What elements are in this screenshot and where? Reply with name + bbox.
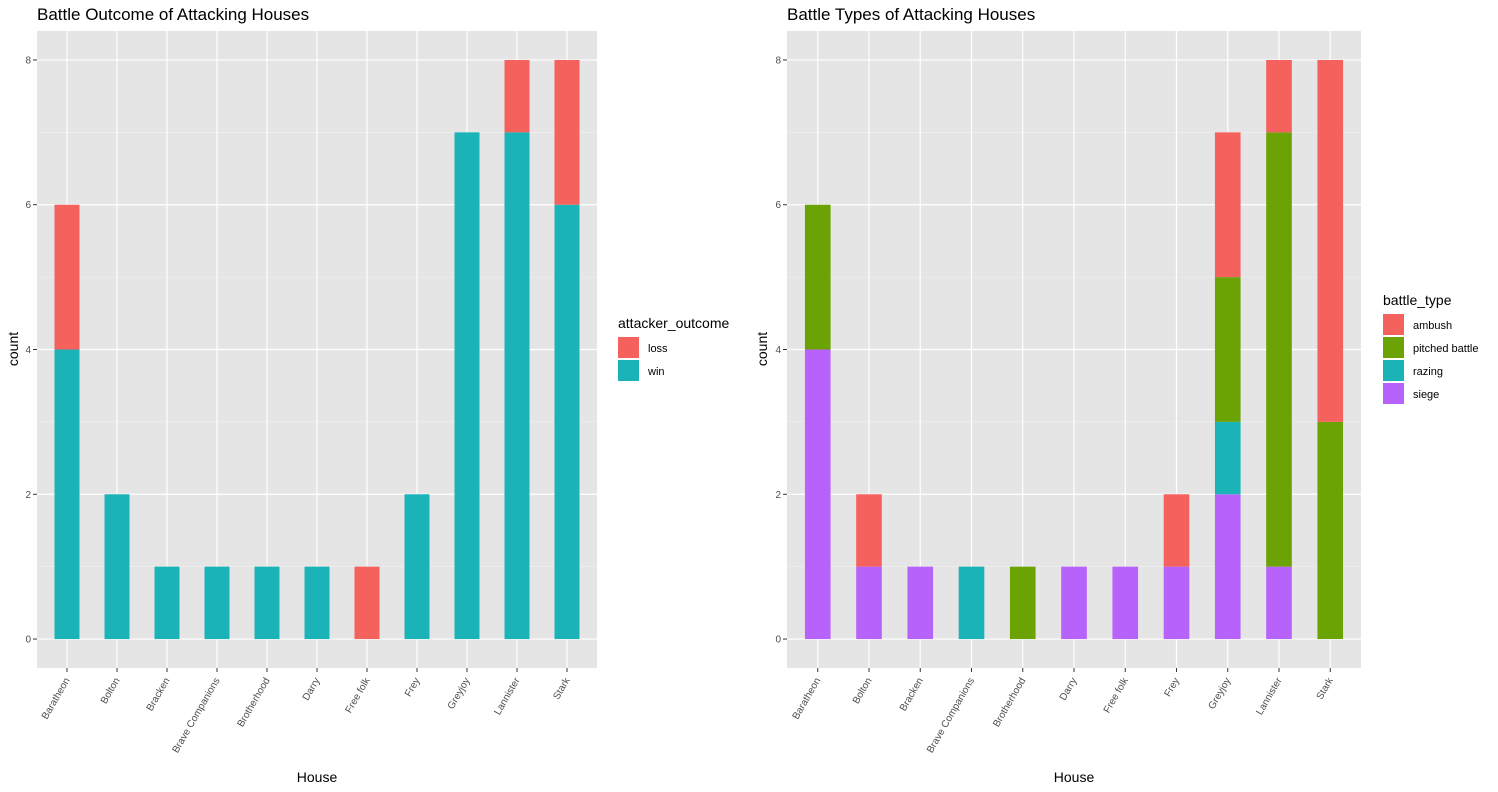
x-tick-label: Lannister <box>493 675 523 717</box>
legend: battle_type ambush pitched battle razing si… <box>1383 292 1478 404</box>
battle-outcome-chart: Battle Outcome of Attacking Houses 0 2 4 6 8… <box>5 5 729 785</box>
y-tick-label: 4 <box>775 345 781 356</box>
battle-types-chart: Battle Types of Attacking Houses 0 2 4 6 8 B… <box>754 5 1478 785</box>
bar-loss-baratheon <box>54 204 80 350</box>
bar-ambush-greyjoy <box>1214 132 1241 278</box>
x-tick-label: Bracken <box>898 676 926 713</box>
bar-pitched-battle-stark <box>1317 421 1344 640</box>
y-tick-label: 0 <box>775 635 781 646</box>
legend-swatch <box>1383 360 1404 381</box>
bar-ambush-stark <box>1317 59 1344 422</box>
y-tick-label: 8 <box>775 55 781 66</box>
bar-siege-free-folk <box>1112 566 1139 640</box>
bar-razing-brave-companions <box>958 566 985 640</box>
bar-win-frey <box>404 494 430 640</box>
y-axis: 0 2 4 6 8 <box>25 55 37 646</box>
legend-swatch <box>618 337 639 358</box>
y-axis-label: count <box>5 332 21 366</box>
bar-siege-bolton <box>856 566 882 640</box>
chart-title: Battle Types of Attacking Houses <box>787 5 1035 24</box>
x-tick-label: Free folk <box>344 675 373 715</box>
bar-siege-darry <box>1061 566 1087 640</box>
x-tick-label: Baratheon <box>791 676 824 721</box>
bar-pitched-battle-brotherhood <box>1009 566 1036 640</box>
legend-swatch <box>618 360 639 381</box>
legend-label: pitched battle <box>1413 343 1478 355</box>
legend: attacker_outcome loss win <box>618 315 729 381</box>
x-tick-label: Baratheon <box>40 676 73 721</box>
legend-label: loss <box>648 343 668 355</box>
y-tick-label: 2 <box>775 490 781 501</box>
x-tick-label: Free folk <box>1102 675 1131 715</box>
y-tick-label: 0 <box>25 635 31 646</box>
x-tick-label: Greyjoy <box>1207 676 1234 711</box>
x-tick-label: Bracken <box>145 676 173 713</box>
x-tick-label: Stark <box>1315 675 1337 702</box>
bar-win-stark <box>554 204 580 640</box>
bar-ambush-lannister <box>1266 59 1292 133</box>
legend-swatch <box>1383 383 1404 404</box>
bar-win-bolton <box>104 494 130 640</box>
y-axis-label: count <box>754 332 770 366</box>
legend-label: win <box>647 366 665 378</box>
bar-win-lannister <box>504 132 530 640</box>
bars <box>804 59 1344 640</box>
legend-title: battle_type <box>1383 292 1452 308</box>
x-tick-label: Stark <box>551 675 573 702</box>
x-tick-label: Darry <box>1058 676 1080 703</box>
legend-swatch <box>1383 314 1404 335</box>
bar-ambush-frey <box>1163 494 1190 567</box>
bar-win-brotherhood <box>254 566 280 640</box>
bar-loss-free-folk <box>354 566 380 640</box>
legend-swatch <box>1383 337 1404 358</box>
bar-pitched-battle-baratheon <box>804 204 831 350</box>
legend-label: ambush <box>1413 320 1452 332</box>
x-tick-label: Brave Companions <box>925 676 977 755</box>
bar-win-darry <box>304 566 330 640</box>
bar-siege-bracken <box>907 566 934 640</box>
x-tick-label: Bolton <box>851 676 875 706</box>
y-tick-label: 4 <box>25 345 31 356</box>
bar-loss-stark <box>554 59 580 205</box>
bars <box>54 59 580 640</box>
x-tick-label: Bolton <box>99 676 123 706</box>
x-tick-label: Greyjoy <box>446 676 473 711</box>
bar-pitched-battle-lannister <box>1266 132 1292 567</box>
legend-label: razing <box>1413 366 1443 378</box>
bar-win-greyjoy <box>454 132 480 640</box>
legend-title: attacker_outcome <box>618 315 729 331</box>
y-tick-label: 2 <box>25 490 31 501</box>
y-tick-label: 6 <box>775 200 781 211</box>
chart-title: Battle Outcome of Attacking Houses <box>37 5 309 24</box>
y-tick-label: 6 <box>25 200 31 211</box>
x-tick-label: Brotherhood <box>991 676 1028 729</box>
bar-ambush-bolton <box>856 494 882 567</box>
bar-siege-lannister <box>1266 566 1292 640</box>
x-tick-label: Brave Companions <box>171 676 223 755</box>
x-tick-label: Brotherhood <box>236 676 273 729</box>
x-axis-label: House <box>297 769 338 785</box>
bar-loss-lannister <box>504 59 530 133</box>
bar-siege-baratheon <box>804 349 831 640</box>
bar-siege-greyjoy <box>1214 494 1241 640</box>
x-tick-label: Frey <box>403 676 423 699</box>
x-axis-label: House <box>1054 769 1095 785</box>
bar-win-bracken <box>154 566 180 640</box>
x-tick-label: Frey <box>1163 676 1183 699</box>
x-tick-label: Lannister <box>1255 675 1285 717</box>
bar-pitched-battle-greyjoy <box>1214 277 1241 422</box>
y-axis: 0 2 4 6 8 <box>775 55 787 646</box>
bar-win-brave-companions <box>204 566 230 640</box>
bar-razing-greyjoy <box>1214 421 1241 495</box>
y-tick-label: 8 <box>25 55 31 66</box>
x-tick-label: Darry <box>301 676 323 703</box>
legend-label: siege <box>1413 389 1439 401</box>
bar-siege-frey <box>1163 566 1190 640</box>
bar-win-baratheon <box>54 349 80 640</box>
